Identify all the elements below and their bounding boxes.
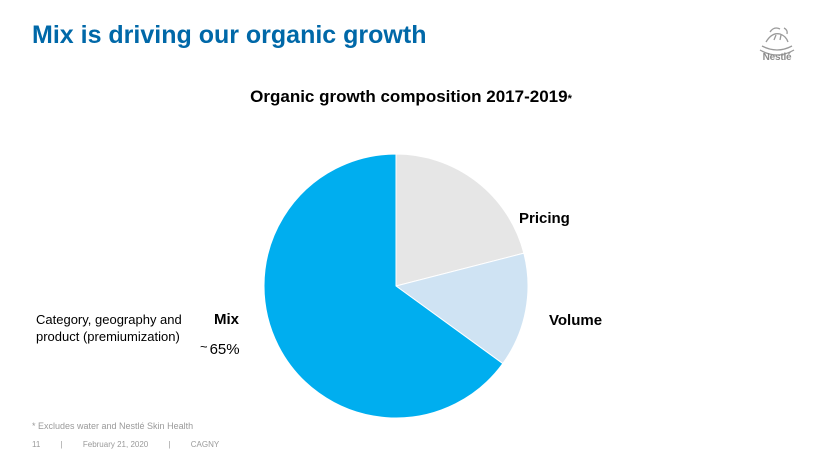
pie-slice-pricing [395,153,525,287]
pie-slice-volume [394,252,529,365]
page-number: 11 [32,440,41,449]
slice-label-volume: Volume [549,312,603,329]
slide-footer: 11 | February 21, 2020 | CAGNY [32,440,219,449]
mix-description: Category, geography and product (premium… [36,311,182,345]
nestle-logo-text: Nestlé [762,52,792,63]
footer-separator: | [60,440,63,449]
slide-title: Mix is driving our organic growth [32,21,427,49]
mix-description-line1: Category, geography and [36,312,182,327]
pie-slice-mix [263,153,504,419]
slice-label-mix: Mix [214,311,240,328]
footer-date: February 21, 2020 [82,440,149,449]
mix-tilde: ~ [200,339,208,354]
chart-title-text: Organic growth composition 2017-2019 [250,87,568,106]
mix-percent: 65% [209,341,240,358]
slice-label-pricing: Pricing [519,210,570,227]
chart-title: Organic growth composition 2017-2019* [0,87,822,107]
chart-title-asterisk: * [567,93,572,105]
mix-share-value: ~65% [200,339,240,358]
mix-description-line2: product (premiumization) [36,329,180,344]
nestle-bird-nest-logo [759,27,795,56]
footer-event: CAGNY [190,440,220,449]
footnote: * Excludes water and Nestlé Skin Health [32,421,194,431]
footer-separator: | [168,440,171,449]
